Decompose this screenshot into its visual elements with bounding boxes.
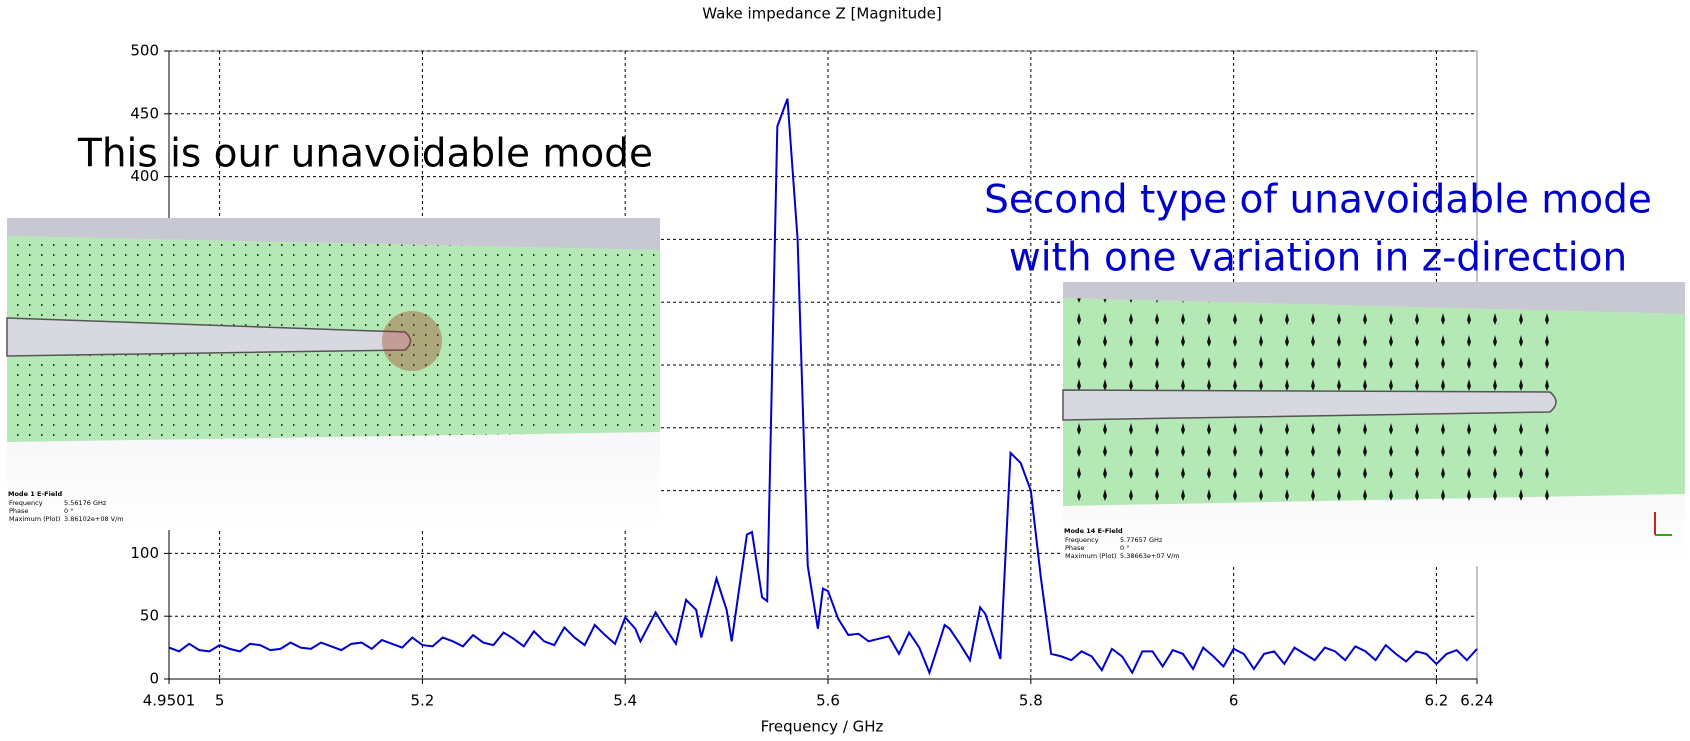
annotation: with one variation in z-direction (1009, 236, 1627, 281)
inset-label: Mode 14 E-Field (1064, 527, 1123, 535)
x-tick-label: 5.4 (613, 692, 637, 710)
inset-image (1063, 282, 1685, 566)
x-tick-label: 5.8 (1019, 692, 1043, 710)
inset-info-key: Frequency (1065, 536, 1099, 544)
inset-label: Mode 1 E-Field (8, 490, 62, 498)
inset-info-value: 0 ° (1120, 544, 1129, 552)
inset-info-key: Phase (1065, 544, 1084, 552)
inset-info-key: Phase (9, 507, 28, 515)
chart-title: Wake impedance Z [Magnitude] (702, 5, 941, 23)
x-tick-label: 6.24 (1460, 692, 1493, 710)
x-axis-label: Frequency / GHz (761, 718, 884, 736)
inset-info-value: 3.86102e+08 V/m (64, 515, 124, 523)
y-tick-label: 0 (149, 670, 159, 688)
inset-info-value: 5.77657 GHz (1120, 536, 1163, 544)
x-tick-label: 4.9501 (143, 692, 196, 710)
inset-info-value: 5.56176 GHz (64, 499, 107, 507)
page: {"chart_data": { "type": "line", "title"… (0, 0, 1690, 741)
chart: Wake impedance Z [Magnitude] Frequency /… (0, 0, 1690, 741)
inset-info-value: 5.38663e+07 V/m (1120, 552, 1180, 560)
x-tick-label: 5.6 (816, 692, 840, 710)
inset-info-key: Maximum (Plot) (1065, 552, 1116, 560)
y-tick-label: 500 (130, 42, 159, 60)
annotation: Second type of unavoidable mode (984, 178, 1652, 223)
x-tick-label: 5 (215, 692, 225, 710)
inset-info-value: 0 ° (64, 507, 73, 515)
inset-image (7, 218, 660, 530)
y-tick-label: 450 (130, 104, 159, 122)
x-tick-label: 5.2 (410, 692, 434, 710)
inset-info-key: Frequency (9, 499, 43, 507)
y-tick-label: 50 (140, 607, 159, 625)
inset-info-key: Maximum (Plot) (9, 515, 60, 523)
annotation: This is our unavoidable mode (77, 132, 653, 177)
y-tick-label: 100 (130, 544, 159, 562)
x-tick-label: 6 (1229, 692, 1239, 710)
x-tick-label: 6.2 (1425, 692, 1449, 710)
